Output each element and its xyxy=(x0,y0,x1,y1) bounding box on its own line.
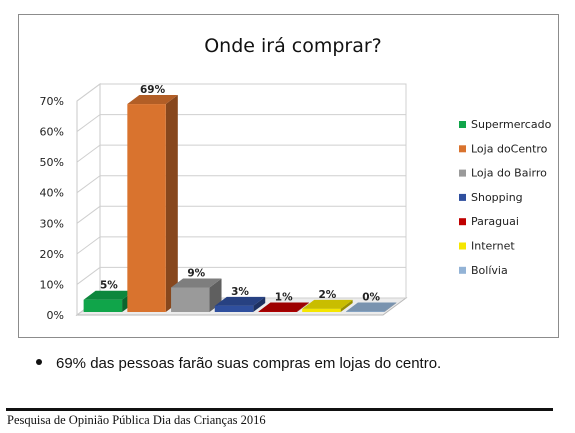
y-tick-label: 70% xyxy=(40,95,64,108)
bar-front xyxy=(83,299,123,312)
bar xyxy=(302,299,353,312)
legend: Supermercado Loja doCentro Loja do Bairro S… xyxy=(459,118,552,277)
gridline xyxy=(76,266,406,285)
bar xyxy=(345,302,397,312)
gridline xyxy=(76,114,406,132)
bar-top xyxy=(345,302,397,312)
legend-label: Loja do Bairro xyxy=(471,167,547,180)
bar-top xyxy=(214,296,266,306)
side-wall xyxy=(76,83,101,316)
bar-top xyxy=(83,290,135,300)
data-label: 3% xyxy=(231,286,249,298)
bar-side xyxy=(340,299,353,312)
summary-text: 69% das pessoas farão suas compras em lo… xyxy=(56,355,442,372)
bar-front xyxy=(214,305,254,312)
gridline xyxy=(76,205,406,224)
y-tick-label: 50% xyxy=(40,156,64,169)
bar-top xyxy=(302,299,353,309)
y-tick-label: 20% xyxy=(40,248,64,261)
chart-frame: Onde irá comprar? 0% 10% 20% 30% 40% 50% 60% 70… xyxy=(18,14,559,338)
bar-front xyxy=(127,104,166,312)
y-axis: 0% 10% 20% 30% 40% 50% 60% 70% xyxy=(40,83,406,322)
data-label: 2% xyxy=(319,289,337,301)
summary-bullet: 69% das pessoas farão suas compras em lo… xyxy=(36,355,441,372)
legend-label: Internet xyxy=(471,240,515,253)
legend-swatch xyxy=(459,266,466,274)
y-tick-label: 40% xyxy=(40,187,64,200)
bar-top xyxy=(127,95,178,105)
footer-text: Pesquisa de Opinião Pública Dia das Cria… xyxy=(7,413,266,427)
bar-front xyxy=(258,311,297,312)
bar-side xyxy=(165,95,178,312)
legend-swatch xyxy=(459,169,466,177)
bar-front xyxy=(345,311,385,312)
legend-label: Paraguai xyxy=(471,215,519,228)
legend-label: Shopping xyxy=(471,191,523,204)
legend-swatch xyxy=(459,193,466,201)
gridline xyxy=(76,175,406,194)
data-label: 0% xyxy=(362,292,380,304)
bar-side xyxy=(384,302,397,312)
data-label: 9% xyxy=(187,267,205,279)
bar-chart: Onde irá comprar? 0% 10% 20% 30% 40% 50% 60% 70… xyxy=(40,35,552,322)
gridline xyxy=(76,236,406,255)
legend-swatch xyxy=(459,242,466,250)
bar-side xyxy=(253,296,266,312)
bar xyxy=(258,302,309,312)
y-tick-label: 30% xyxy=(40,217,64,230)
y-tick-label: 0% xyxy=(47,309,64,322)
gridline xyxy=(76,83,406,102)
y-tick-label: 10% xyxy=(40,278,64,291)
chart-title: Onde irá comprar? xyxy=(204,35,382,57)
legend-swatch xyxy=(459,218,466,226)
bar-front xyxy=(171,287,210,312)
bar xyxy=(214,296,266,312)
footer-rule xyxy=(6,408,553,411)
legend-label: Bolívia xyxy=(471,264,508,277)
data-label: 69% xyxy=(140,84,166,96)
legend-label: Supermercado xyxy=(471,118,552,131)
data-labels: 5% 69% 9% 3% 1% 2% 0% xyxy=(100,84,381,303)
gridline xyxy=(76,144,406,163)
bar-front xyxy=(302,308,341,312)
bar-top xyxy=(258,302,309,312)
legend-swatch xyxy=(459,145,466,153)
bar xyxy=(127,95,178,312)
bars xyxy=(83,95,397,312)
data-label: 1% xyxy=(275,292,293,304)
bar-side xyxy=(296,302,309,312)
legend-label: Loja doCentro xyxy=(471,142,548,155)
legend-swatch xyxy=(459,121,466,128)
data-label: 5% xyxy=(100,280,118,292)
bullet-dot xyxy=(36,359,42,366)
bar xyxy=(171,278,222,312)
y-tick-label: 60% xyxy=(40,126,64,139)
bar-top xyxy=(171,278,222,288)
chart-walls xyxy=(75,83,408,316)
